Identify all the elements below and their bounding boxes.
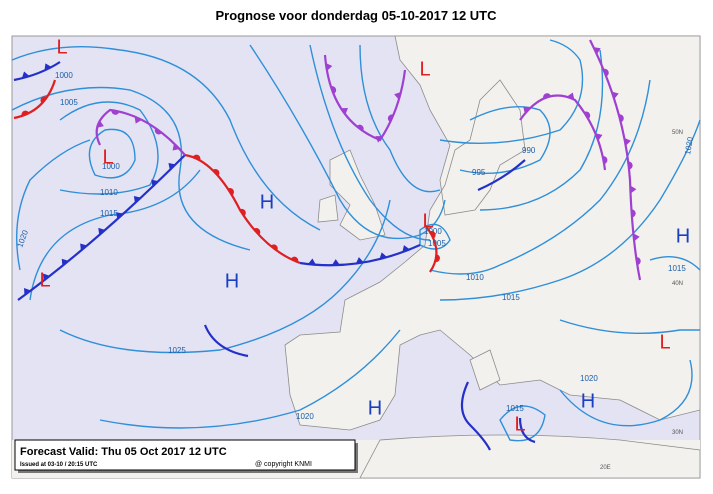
front-symbol <box>111 110 120 115</box>
front-symbol <box>394 91 401 100</box>
front-symbol <box>134 116 142 124</box>
front-symbol <box>603 68 609 77</box>
front-symbol <box>151 179 159 187</box>
isobar-label: 1015 <box>668 264 686 273</box>
low: L <box>102 146 113 168</box>
copyright: @ copyright KNMI <box>255 461 312 468</box>
high: H <box>260 191 274 213</box>
legend-box: Forecast Valid: Thu 05 Oct 2017 12 UTC I… <box>14 439 358 473</box>
isobar-label: 1000 <box>102 162 120 171</box>
front-symbol <box>98 227 106 236</box>
front-symbol <box>44 63 52 71</box>
isobar-label: 1000 <box>55 71 73 80</box>
front-symbol <box>387 114 394 123</box>
front-symbol <box>253 228 261 236</box>
isobar-label: 1010 <box>466 273 484 282</box>
isobar-label: 1015 <box>100 209 118 218</box>
front-symbol <box>330 86 337 94</box>
front-symbol <box>307 258 316 265</box>
front-symbol <box>356 124 364 132</box>
low: L <box>39 269 50 291</box>
front-symbol <box>61 258 69 266</box>
isobar-label: 1015 <box>502 293 520 302</box>
low: L <box>419 58 430 80</box>
low: L <box>659 331 670 353</box>
grid-label: 50N <box>672 130 683 136</box>
high: H <box>581 390 595 412</box>
front-symbol <box>80 243 88 251</box>
front-symbol <box>168 162 176 171</box>
front-symbol <box>624 137 631 146</box>
front-symbol <box>602 156 608 165</box>
issued-time: Issued at 03-10 / 20:15 UTC <box>20 462 98 468</box>
isobar-label: 990 <box>522 146 536 155</box>
isobar-label: 1015 <box>506 404 524 413</box>
high: H <box>676 225 690 247</box>
front-symbol <box>355 257 364 264</box>
front-symbol <box>331 259 340 266</box>
front-symbol <box>325 62 333 71</box>
front-symbol <box>631 209 636 218</box>
grid-label: 40N <box>672 281 683 287</box>
title: Prognose voor donderdag 05-10-2017 12 UT… <box>215 8 497 23</box>
front-symbol <box>21 110 30 117</box>
isobar-label: 1020 <box>580 374 598 383</box>
front-symbol <box>375 136 383 143</box>
front-symbol <box>630 185 637 194</box>
front-symbol <box>239 208 246 217</box>
front-symbol <box>628 161 633 170</box>
isobar-label: 1005 <box>60 98 78 107</box>
front-symbol <box>435 254 440 263</box>
isobars <box>11 39 701 442</box>
front-symbol <box>192 154 201 161</box>
front-symbol <box>593 47 601 55</box>
front-symbol <box>40 96 47 104</box>
isobar-label: 1020 <box>683 136 695 156</box>
isobar-label: 1025 <box>168 346 186 355</box>
high: H <box>368 397 382 419</box>
front-symbol <box>227 188 234 196</box>
front-symbol <box>290 256 299 263</box>
front-symbol <box>429 230 436 239</box>
isobar-label: 1020 <box>296 412 314 421</box>
low: L <box>56 36 67 58</box>
front-symbol <box>379 252 388 260</box>
front-symbol <box>611 91 619 100</box>
isobar-label: 1005 <box>428 239 446 248</box>
front-symbol <box>402 245 410 253</box>
front-symbol <box>21 71 30 79</box>
front-symbol <box>96 120 104 128</box>
front-symbol <box>133 195 141 204</box>
front-symbol <box>172 143 180 151</box>
front-symbol <box>340 107 348 115</box>
grid-label: 30N <box>672 430 683 436</box>
isobar-label: 1010 <box>100 188 118 197</box>
front-symbol <box>43 273 50 281</box>
front-symbol <box>584 111 591 119</box>
isobar-label: 995 <box>472 168 486 177</box>
low: L <box>514 413 525 435</box>
front-symbol <box>595 133 603 141</box>
grid-label: 20E <box>600 465 611 471</box>
front-symbols <box>21 47 641 296</box>
front-symbol <box>633 233 640 242</box>
front-symbol <box>543 93 551 99</box>
front-symbol <box>154 128 162 135</box>
valid-time: Forecast Valid: Thu 05 Oct 2017 12 UTC <box>20 446 227 458</box>
front-symbol <box>636 257 641 266</box>
front-symbol <box>270 244 278 251</box>
front-symbol <box>116 212 124 220</box>
front-symbol <box>618 114 624 123</box>
low: L <box>422 210 433 232</box>
labels: H H H H H L L L L L L L 1000 1005 1000 1… <box>15 36 695 471</box>
front-symbol <box>24 288 31 296</box>
high: H <box>225 270 239 292</box>
front-symbol <box>212 168 220 176</box>
front-symbol <box>566 92 575 100</box>
front-symbol <box>523 106 531 114</box>
